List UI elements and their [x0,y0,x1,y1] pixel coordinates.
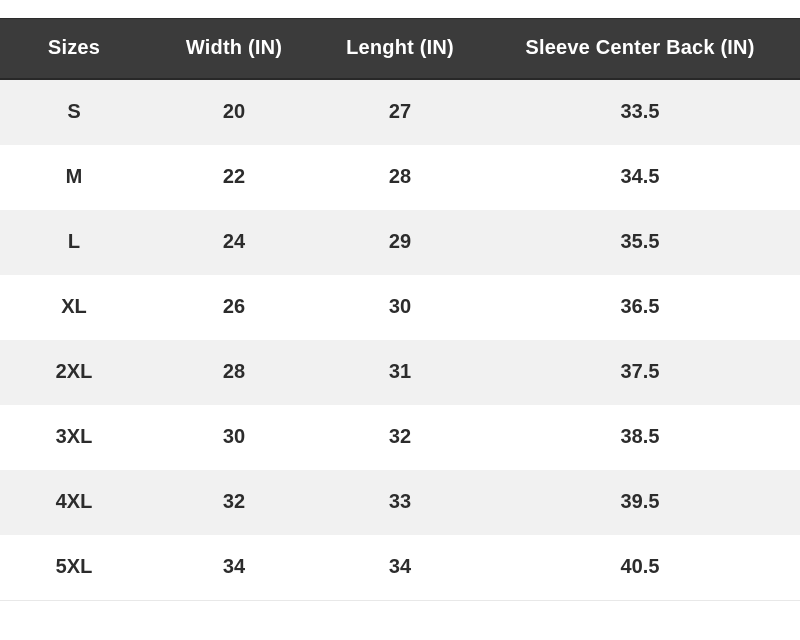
table-cell: 30 [222,426,246,448]
column-header-sizes: Sizes [47,37,101,59]
table-cell: 33 [388,491,412,513]
column-header-sleeve-center-back-in: Sleeve Center Back (IN) [525,37,755,59]
table-cell: 37.5 [620,361,660,383]
table-cell: 29 [388,231,412,253]
table-row-m: M 22 28 34.5 [0,145,800,210]
table-cell: 28 [222,361,246,383]
size-chart-table: Sizes Width (IN) Lenght (IN) Sleeve Center … [0,18,800,601]
table-cell: 4XL [55,491,93,513]
table-cell: 3XL [55,426,93,448]
table-cell: 2XL [55,361,93,383]
table-cell: 20 [222,101,246,123]
table-row-5xl: 5XL 34 34 40.5 [0,535,800,600]
table-cell: 32 [222,491,246,513]
table-row-2xl: 2XL 28 31 37.5 [0,340,800,405]
table-cell: 34.5 [620,166,660,188]
column-header-lenght-in: Lenght (IN) [346,37,454,59]
table-cell: 36.5 [620,296,660,318]
table-cell: 26 [222,296,246,318]
table-cell: 22 [222,166,246,188]
table-cell: XL [61,296,87,318]
table-cell: 31 [388,361,412,383]
table-cell: 5XL [55,556,93,578]
table-body: S 20 27 33.5 M 22 28 34.5 L 24 29 35.5 XL 26 30 36.5 2XL… [0,80,800,601]
table-cell: L [67,231,81,253]
table-cell: 35.5 [620,231,660,253]
table-cell: 33.5 [620,101,660,123]
table-cell: 27 [388,101,412,123]
table-row-4xl: 4XL 32 33 39.5 [0,470,800,535]
table-cell: 40.5 [620,556,660,578]
table-cell: M [65,166,83,188]
table-row-3xl: 3XL 30 32 38.5 [0,405,800,470]
table-cell: 32 [388,426,412,448]
table-cell: 38.5 [620,426,660,448]
table-cell: 28 [388,166,412,188]
table-cell: 34 [222,556,246,578]
table-cell: 34 [388,556,412,578]
table-cell: S [67,101,81,123]
table-cell: 39.5 [620,491,660,513]
table-cell: 30 [388,296,412,318]
table-row-s: S 20 27 33.5 [0,80,800,145]
table-header-row: Sizes Width (IN) Lenght (IN) Sleeve Center … [0,18,800,80]
table-row-l: L 24 29 35.5 [0,210,800,275]
table-cell: 24 [222,231,246,253]
column-header-width-in: Width (IN) [185,37,283,59]
table-row-xl: XL 26 30 36.5 [0,275,800,340]
